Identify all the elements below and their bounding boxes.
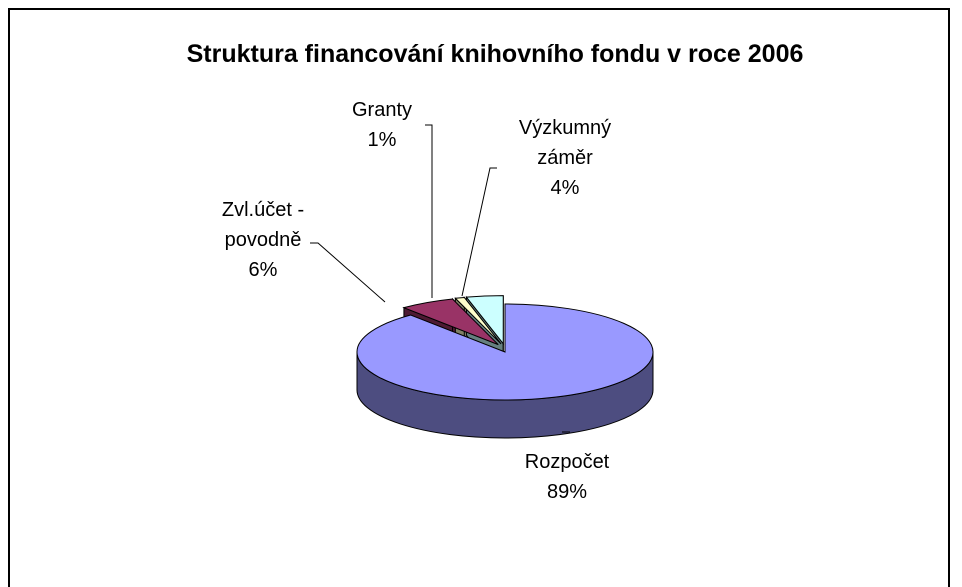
data-label: Zvl.účet - povodně 6% xyxy=(203,195,323,285)
chart-title: Struktura financování knihovního fondu v… xyxy=(186,40,804,68)
category-label: Výzkumný záměr xyxy=(518,117,612,169)
value-label: 6% xyxy=(248,259,278,281)
leader-line xyxy=(461,167,497,297)
value-label: 1% xyxy=(367,129,397,151)
leader-line xyxy=(310,242,386,303)
data-label: Rozpočet 89% xyxy=(497,447,637,507)
data-label: Výzkumný záměr 4% xyxy=(490,113,640,203)
category-label: Rozpočet xyxy=(524,451,610,473)
category-label: Granty xyxy=(351,99,413,121)
pie-slice xyxy=(402,298,499,346)
chart-frame xyxy=(8,8,950,587)
category-label: Zvl.účet - povodně xyxy=(221,199,305,251)
leader-line xyxy=(425,124,433,298)
data-label: Granty 1% xyxy=(337,95,427,155)
pie-slice xyxy=(454,296,502,345)
pie-slice xyxy=(465,295,504,346)
value-label: 89% xyxy=(546,481,588,503)
pie-slice xyxy=(356,303,654,401)
value-label: 4% xyxy=(550,177,580,199)
